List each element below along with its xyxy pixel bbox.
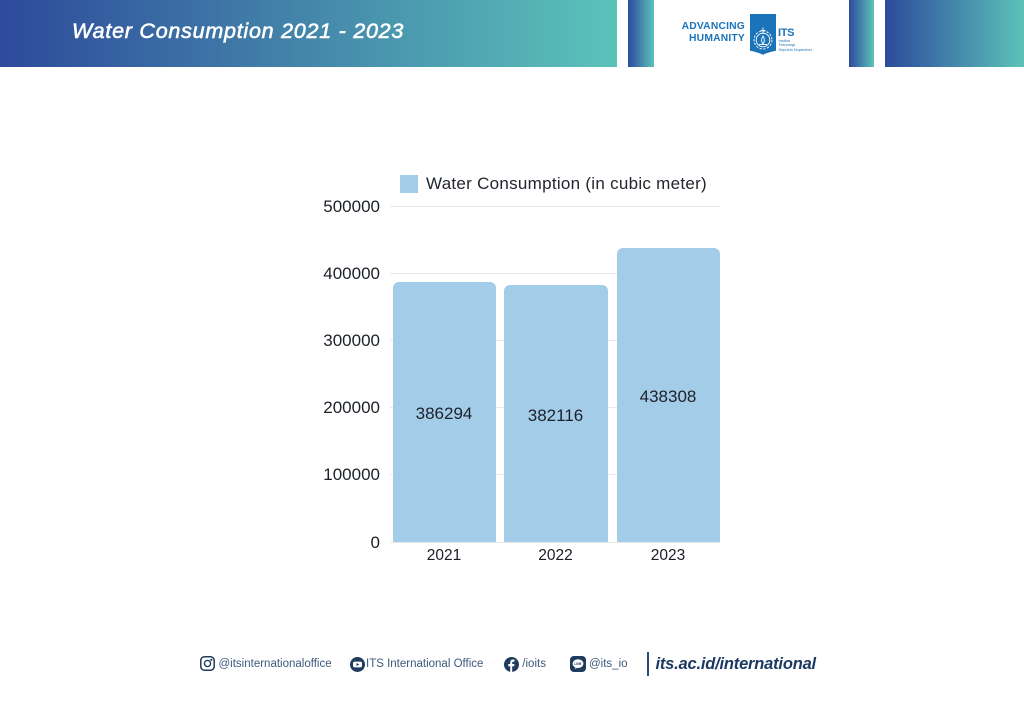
- svg-text:LINE: LINE: [574, 662, 581, 666]
